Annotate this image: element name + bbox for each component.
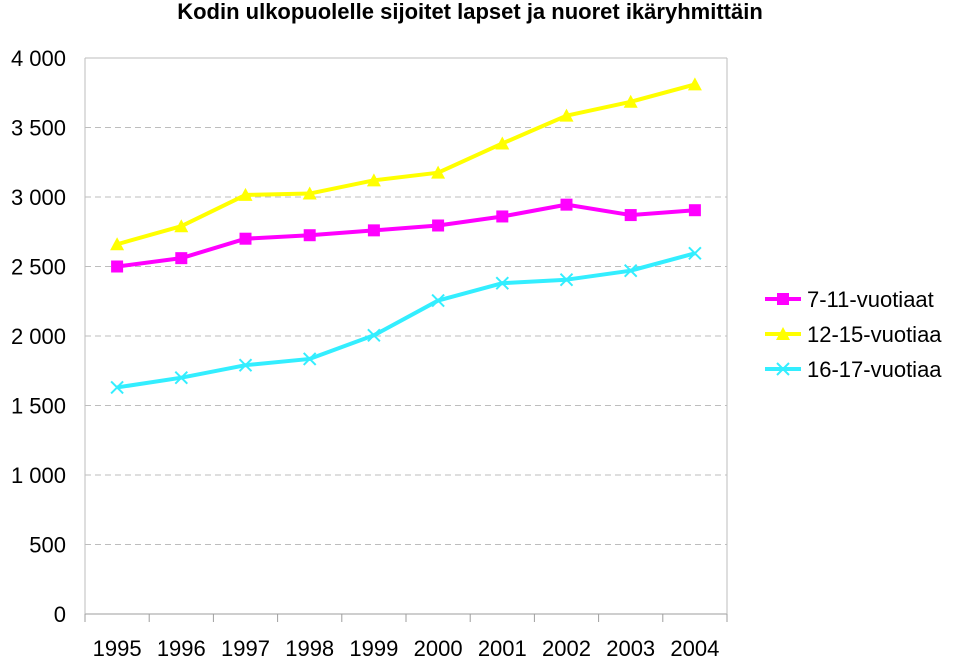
data-point (495, 136, 510, 150)
legend-label: 7-11-vuotiaat (807, 287, 934, 312)
data-point (496, 210, 509, 223)
y-tick-label: 500 (29, 533, 66, 558)
legend-item: 7-11-vuotiaat (765, 287, 934, 312)
legend-swatch-marker (776, 362, 790, 376)
y-tick-label: 0 (54, 602, 66, 627)
x-axis-ticks: 1995 1996 1997 1998 1999 2000 2001 2002 2003 2004 (84, 614, 728, 660)
x-tick-label: 1995 (93, 636, 142, 660)
data-point (431, 165, 446, 179)
data-point (238, 358, 253, 372)
data-point (239, 232, 252, 245)
data-point (367, 224, 380, 237)
series-line (116, 82, 696, 247)
x-tick-label: 1997 (221, 636, 270, 660)
legend-swatch-marker (777, 293, 789, 305)
data-point (174, 219, 189, 233)
data-point (495, 276, 510, 290)
data-point (303, 229, 316, 242)
y-tick-label: 1 000 (11, 463, 66, 488)
legend-label: 16-17-vuotiaa (807, 357, 942, 382)
data-point (687, 77, 702, 91)
x-tick-label: 2003 (606, 636, 655, 660)
data-point (111, 260, 124, 273)
x-tick-label: 1996 (157, 636, 206, 660)
data-point (238, 187, 253, 201)
series-line (116, 251, 696, 390)
chart-title: Kodin ulkopuolelle sijoitet lapset ja nu… (177, 0, 763, 24)
series-2 (110, 77, 702, 251)
series-3 (110, 246, 702, 395)
y-tick-label: 4 000 (11, 46, 66, 71)
data-point (175, 252, 188, 265)
x-tick-label: 1999 (349, 636, 398, 660)
x-tick-label: 2001 (478, 636, 527, 660)
series-layer (110, 77, 702, 395)
series-1 (111, 198, 701, 273)
data-point (560, 198, 573, 211)
legend-label: 12-15-vuotiaa (807, 322, 942, 347)
data-point (559, 108, 574, 122)
data-point (431, 293, 445, 308)
gridlines (85, 57, 727, 545)
y-tick-label: 1 500 (11, 394, 66, 419)
data-point (624, 209, 637, 222)
y-tick-label: 2 000 (11, 324, 66, 349)
y-tick-label: 3 500 (11, 116, 66, 141)
data-point (302, 352, 317, 366)
x-tick-label: 2002 (542, 636, 591, 660)
data-point (623, 263, 638, 278)
data-point (688, 246, 702, 261)
y-tick-label: 2 500 (11, 255, 66, 280)
y-axis-ticks: 0 500 1 000 1 500 2 000 2 500 3 000 3 500 4 000 (11, 46, 66, 627)
legend-item: 16-17-vuotiaa (765, 357, 942, 382)
data-point (110, 237, 125, 251)
legend: 7-11-vuotiaat 12-15-vuotiaa 16-17-vuotiaa (765, 287, 942, 382)
series-line (116, 202, 696, 269)
y-tick-label: 3 000 (11, 185, 66, 210)
x-tick-label: 1998 (285, 636, 334, 660)
data-point (110, 380, 124, 395)
data-point (367, 328, 381, 343)
data-point (366, 173, 381, 187)
x-tick-label: 2004 (670, 636, 719, 660)
data-point (432, 219, 445, 232)
data-point (688, 204, 701, 217)
x-tick-label: 2000 (414, 636, 463, 660)
data-point (559, 272, 574, 287)
legend-swatch-marker (776, 327, 790, 340)
data-point (302, 186, 317, 200)
data-point (174, 370, 189, 385)
data-point (623, 94, 638, 108)
legend-item: 12-15-vuotiaa (765, 322, 942, 347)
